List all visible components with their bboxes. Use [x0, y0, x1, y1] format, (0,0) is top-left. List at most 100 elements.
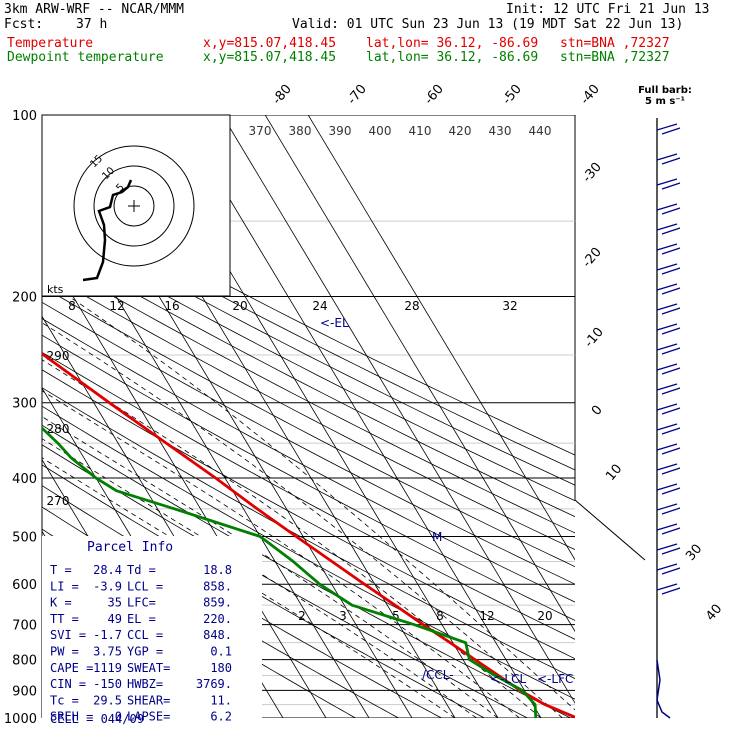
parcel-field-label: SWEAT=	[127, 661, 170, 675]
isotherm-label: 30	[683, 542, 705, 564]
moist-adiabat-line	[42, 438, 477, 718]
wind-barb	[656, 583, 678, 591]
dry-adiabat-line	[42, 197, 575, 471]
wind-barb	[656, 543, 678, 551]
dry-adiabat-line	[42, 301, 575, 585]
isotherm-line	[221, 115, 575, 704]
isotherm-label: -50	[500, 82, 525, 108]
theta-label: 380	[289, 124, 312, 138]
parcel-field-value: 859.	[203, 596, 232, 610]
dry-adiabat-line	[42, 286, 575, 568]
wind-barb	[661, 347, 681, 355]
mixing-ratio-label: 24	[312, 299, 327, 313]
dry-adiabat-line	[42, 240, 575, 518]
mixing-ratio-label: 32	[502, 299, 517, 313]
hodograph-ring	[93, 165, 175, 247]
wind-barb	[661, 267, 681, 275]
lfc-annotation: <-LFC	[537, 672, 573, 686]
wind-barb	[661, 587, 681, 595]
parcel-field-value: 29.5	[93, 693, 122, 707]
theta-label: 410	[409, 124, 432, 138]
wind-barb	[661, 207, 681, 215]
parcel-field-value: -150	[93, 677, 122, 691]
parcel-field-label: LI =	[50, 579, 79, 593]
wind-barb	[656, 178, 678, 186]
dry-adiabat-line	[42, 184, 575, 456]
parcel-info-box	[42, 536, 262, 718]
wind-barb	[656, 403, 678, 411]
parcel-field-value: 180	[210, 661, 232, 675]
theta-label: 370	[249, 124, 272, 138]
hodograph-unit-label: kts	[47, 283, 64, 296]
parcel-field-label: LCL =	[127, 579, 163, 593]
dry-adiabat-line	[42, 351, 575, 640]
temperature-latlon: lat,lon= 36.12, -86.69	[366, 36, 539, 51]
wind-barb	[656, 283, 678, 291]
isotherm-line	[307, 115, 575, 561]
parcel-field-label: T =	[50, 563, 72, 577]
dry-adiabat-line	[42, 318, 575, 603]
wind-barb	[661, 487, 681, 495]
moist-adiabat-line	[68, 296, 575, 711]
isotherm-label: -40	[578, 82, 603, 108]
wind-barb	[661, 547, 681, 555]
isotherm-label: -60	[422, 82, 447, 108]
wind-barb	[661, 327, 681, 335]
wind-barb	[656, 123, 678, 131]
parcel-info-title: Parcel Info	[87, 540, 173, 555]
el-annotation: <-EL	[320, 316, 349, 330]
parcel-cell-value: CELL = 044/09	[50, 712, 144, 726]
mixing-ratio-label: 20	[537, 609, 552, 623]
theta-label: 400	[369, 124, 392, 138]
isotherm-label: -20	[580, 245, 605, 271]
parcel-field-label: YGP =	[127, 645, 163, 659]
mixing-ratio-label: 2	[298, 609, 306, 623]
wind-barb	[661, 227, 681, 235]
parcel-field-value: -1.7	[93, 628, 122, 642]
isotherm-label: -30	[580, 160, 605, 186]
valid-time: Valid: 01 UTC Sun 23 Jun 13 (19 MDT Sat …	[292, 17, 684, 32]
dewpoint-profile-line	[42, 426, 538, 718]
pressure-tick-label: 800	[12, 654, 37, 669]
moist-adiabat-line	[42, 359, 542, 718]
parcel-field-label: LFC=	[127, 596, 156, 610]
wind-barb	[661, 427, 681, 435]
wind-barb	[661, 157, 681, 165]
wind-barb	[656, 483, 678, 491]
parcel-field-label: EL =	[127, 612, 156, 626]
theta-label: 390	[329, 124, 352, 138]
pressure-tick-label: 600	[12, 578, 37, 593]
parcel-field-value: 0.1	[210, 645, 232, 659]
theta-label: 440	[529, 124, 552, 138]
dry-adiabat-line	[42, 334, 575, 621]
dry-adiabat-line	[42, 211, 575, 486]
wind-barb	[656, 423, 678, 431]
parcel-field-label: Td =	[127, 563, 156, 577]
wind-barb	[661, 567, 681, 575]
wind-barb	[661, 507, 681, 515]
model-title: 3km ARW-WRF -- NCAR/MMM	[4, 2, 185, 17]
parcel-field-label: CIN =	[50, 677, 86, 691]
forecast-label: Fcst:	[4, 17, 44, 32]
mixing-ratio-label: 8	[436, 609, 444, 623]
parcel-field-value: 1119	[93, 661, 122, 675]
temperature-xy: x,y=815.07,418.45	[203, 36, 337, 51]
mixing-ratio-label: 16	[164, 299, 179, 313]
dewpoint-latlon: lat,lon= 36.12, -86.69	[366, 50, 539, 65]
hodograph-trace	[82, 179, 133, 282]
dewpoint-xy: x,y=815.07,418.45	[203, 50, 337, 65]
m-annotation: M	[432, 530, 442, 544]
dry-adiabat-line	[42, 369, 575, 660]
parcel-field-value: 858.	[203, 579, 232, 593]
parcel-field-value: 49	[108, 612, 122, 626]
wind-barb	[656, 363, 678, 371]
wind-barb	[661, 367, 681, 375]
wind-barb	[661, 387, 681, 395]
wind-barb	[661, 307, 681, 315]
theta-label: 430	[489, 124, 512, 138]
theta-left-label: 290	[47, 349, 70, 363]
dry-adiabat-line	[42, 255, 575, 534]
pressure-tick-label: 900	[12, 684, 37, 699]
parcel-field-label: SHEAR=	[127, 693, 170, 707]
